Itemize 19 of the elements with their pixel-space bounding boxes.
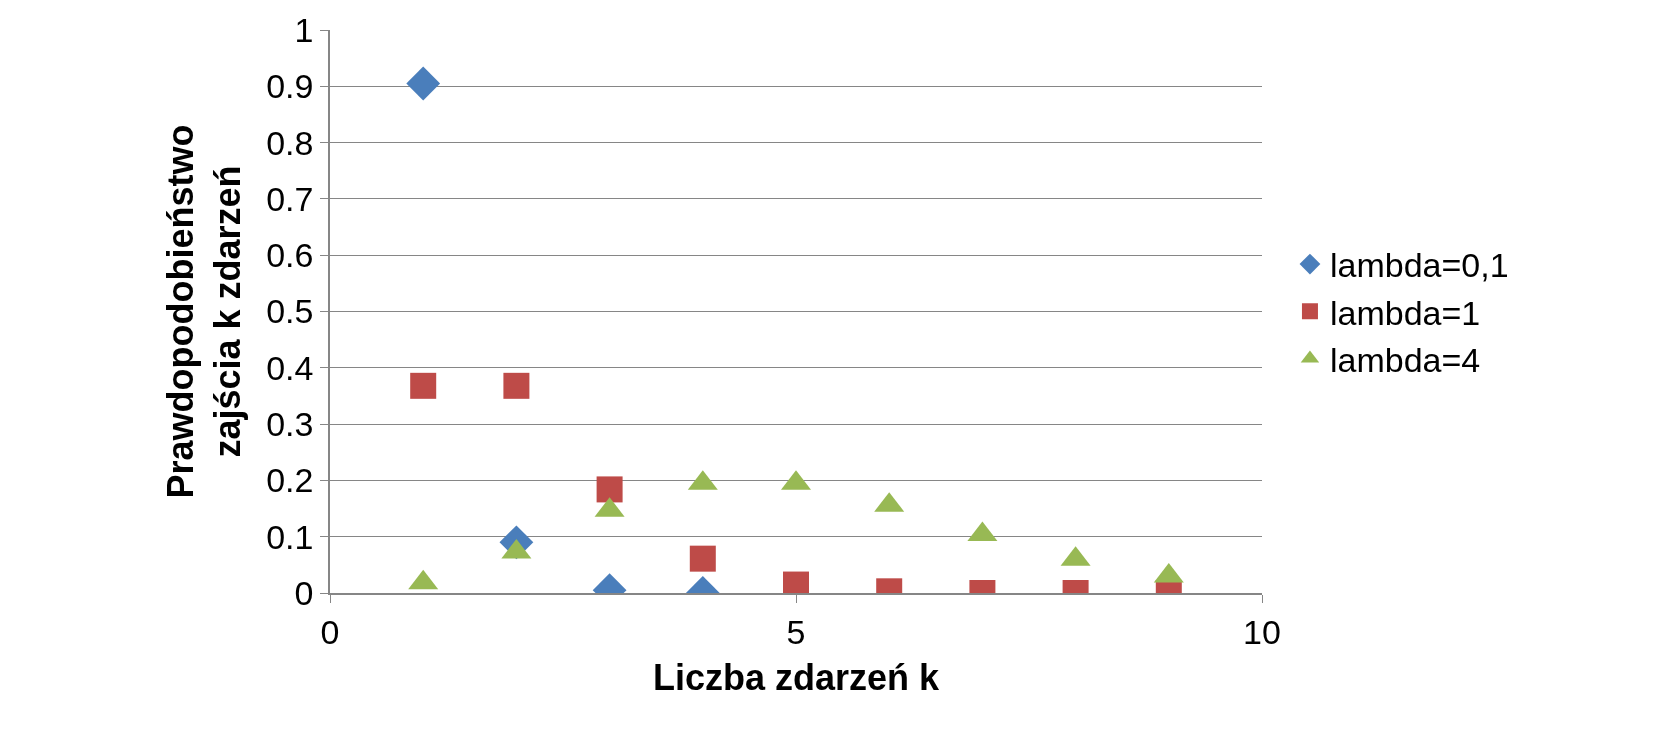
y-tick-label: 1 [294,10,314,49]
y-tick-label: 0 [294,573,314,612]
y-tick-label: 0.7 [266,179,314,218]
y-tick-label: 0.8 [266,123,314,162]
y-tick-label: 0.6 [266,236,314,275]
x-tick-label: 5 [786,612,806,651]
x-tick-label: 10 [1243,612,1281,651]
y-tick-label: 0.9 [266,67,314,106]
y-tick-label: 0.4 [266,348,314,387]
legend-label: lambda=4 [1329,340,1481,379]
y-tick-label: 0.5 [266,292,314,331]
y-tick-label: 0.2 [266,461,314,500]
legend-label: lambda=0,1 [1329,246,1509,285]
legend-label: lambda=1 [1329,293,1481,332]
y-tick-label: 0.3 [266,405,314,443]
x-axis-title: Liczba zdarzeń k [652,656,941,698]
x-tick-label: 0 [320,612,340,651]
y-tick-label: 0.1 [266,517,314,556]
y-axis-title: Prawdopodobieństwo zajścia k zdarzeń [159,124,248,499]
